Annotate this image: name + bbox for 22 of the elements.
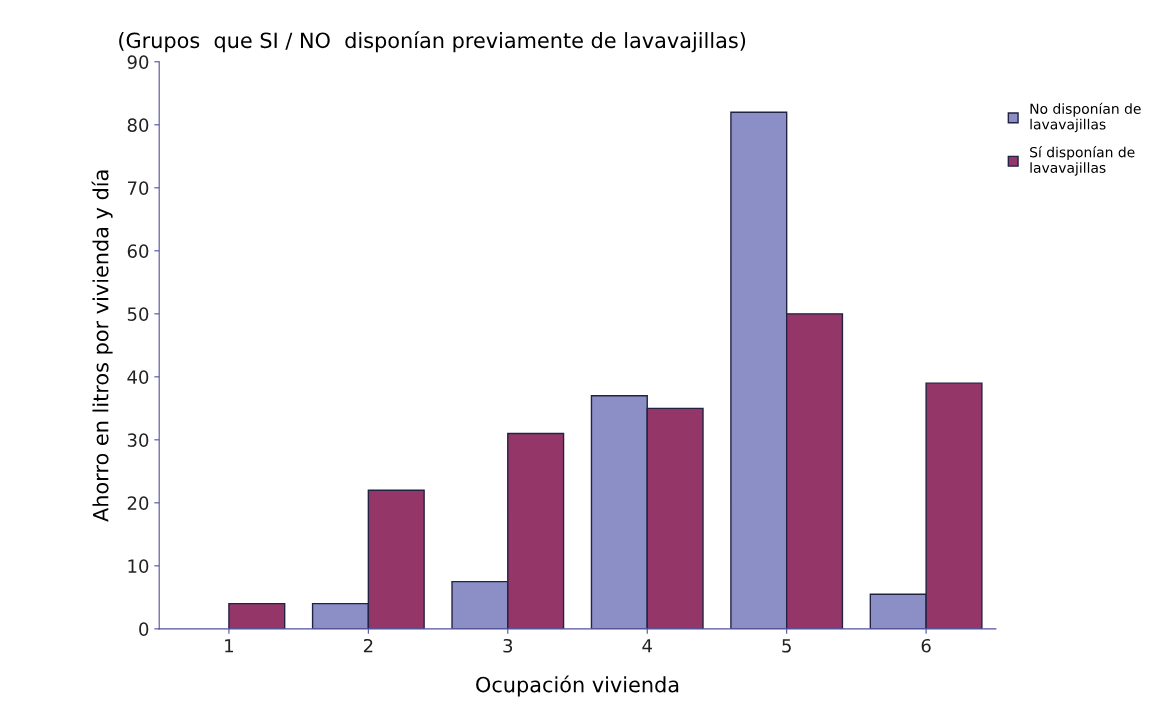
legend-label: No disponían de lavavajillas	[1030, 102, 1141, 133]
x-tick-label: 6	[921, 638, 931, 653]
bar	[228, 602, 286, 629]
chart-title: (Grupos que SI / NO disponían previamente de lavavajillas)	[119, 31, 746, 53]
y-tick-label: 30	[127, 433, 149, 447]
y-tick-label: 0	[139, 622, 149, 636]
x-tick-label: 2	[363, 638, 373, 653]
x-tick-label: 1	[225, 639, 233, 653]
x-tick-label: 3	[503, 638, 513, 653]
y-tick-label: 90	[127, 55, 149, 69]
y-tick-label: 20	[127, 496, 149, 510]
x-axis-title: Ocupación vivienda	[476, 675, 679, 697]
x-tick-label: 5	[782, 639, 791, 653]
y-tick-label: 10	[128, 559, 149, 573]
y-tick-label: 60	[127, 244, 149, 258]
y-axis-title: Ahorro en litros por vivienda y día	[91, 170, 113, 522]
x-tick-label: 4	[642, 639, 652, 653]
y-tick-label: 50	[127, 307, 149, 321]
y-tick-label: 80	[127, 118, 149, 132]
y-tick-label: 40	[127, 370, 149, 384]
legend-label: Sí disponían de lavavajillas	[1030, 146, 1135, 176]
y-tick-label: 70	[127, 181, 149, 195]
